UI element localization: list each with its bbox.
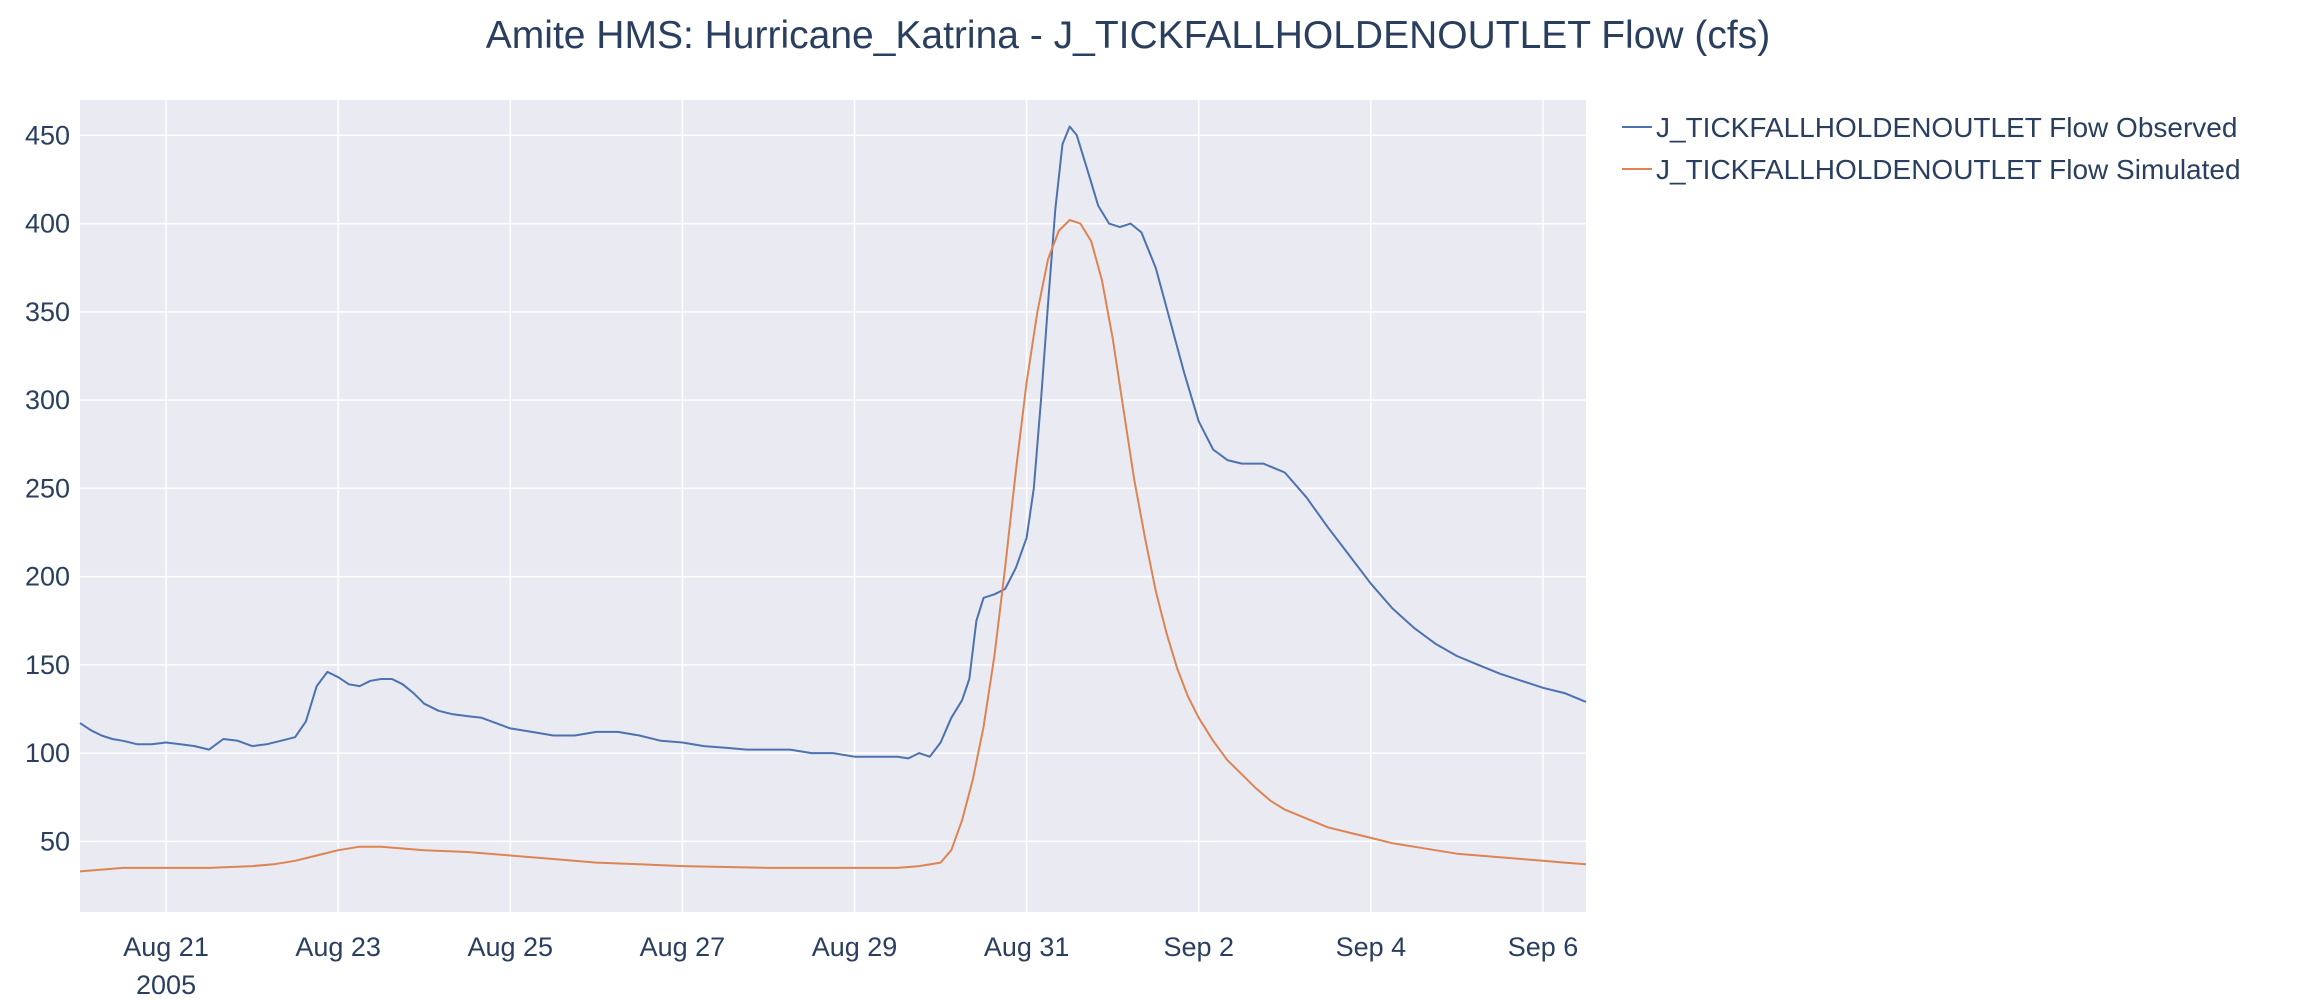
y-tick-label: 100	[25, 738, 70, 768]
y-tick-label: 450	[25, 120, 70, 150]
series-line-1	[79, 219, 1587, 873]
x-tick-label: Sep 6	[1508, 932, 1579, 962]
y-tick-label: 250	[25, 473, 70, 503]
legend: J_TICKFALLHOLDENOUTLET Flow Observed J_TI…	[1622, 112, 2241, 185]
x-tick-label: Aug 23	[295, 932, 381, 962]
y-tick-label: 150	[25, 650, 70, 680]
gridlines	[80, 100, 1586, 912]
x-tick-sublabel: 2005	[136, 970, 196, 1000]
y-tick-label: 50	[40, 826, 70, 856]
y-tick-label: 350	[25, 297, 70, 327]
y-tick-label: 200	[25, 562, 70, 592]
y-tick-label: 400	[25, 209, 70, 239]
plot-area	[80, 100, 1586, 912]
series-line-0	[79, 125, 1587, 760]
x-tick-label: Sep 2	[1163, 932, 1234, 962]
chart-title: Amite HMS: Hurricane_Katrina - J_TICKFAL…	[486, 14, 1770, 57]
legend-label-0: J_TICKFALLHOLDENOUTLET Flow Observed	[1656, 112, 2237, 143]
x-tick-label: Aug 21	[123, 932, 209, 962]
legend-label-1: J_TICKFALLHOLDENOUTLET Flow Simulated	[1656, 154, 2241, 185]
x-tick-label: Sep 4	[1336, 932, 1407, 962]
x-tick-label: Aug 25	[467, 932, 553, 962]
y-tick-label: 300	[25, 385, 70, 415]
x-tick-label: Aug 29	[812, 932, 898, 962]
x-tick-label: Aug 31	[984, 932, 1070, 962]
axis-ticks: 50 100 150 200 250 300 350 400 450 Aug 21 2005 Aug …	[25, 120, 1578, 1000]
series-lines	[79, 125, 1587, 873]
x-tick-label: Aug 27	[640, 932, 726, 962]
